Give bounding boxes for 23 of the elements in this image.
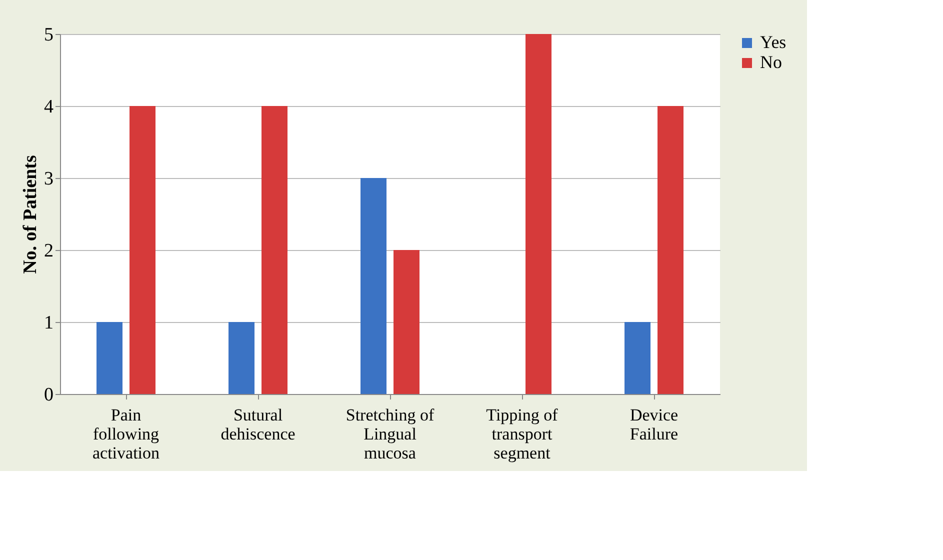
bar	[96, 322, 122, 394]
legend-label: No	[760, 52, 782, 72]
bar	[658, 106, 684, 394]
y-tick-label: 1	[44, 312, 54, 334]
y-tick-label: 5	[44, 24, 54, 46]
x-tick-label: Device Failure	[630, 406, 678, 444]
bar	[228, 322, 254, 394]
x-tick-label: Pain following activation	[92, 406, 160, 462]
y-axis-title: No. of Patients	[20, 155, 41, 274]
y-tick-label: 3	[44, 168, 54, 190]
bar	[394, 250, 420, 394]
legend-label: Yes	[760, 32, 786, 52]
y-tick-label: 0	[44, 384, 54, 406]
bar	[624, 322, 650, 394]
bar	[130, 106, 156, 394]
x-tick-label: Sutural dehiscence	[220, 406, 296, 444]
y-tick-label: 2	[44, 240, 54, 262]
bar	[526, 34, 552, 394]
x-tick-label: Stretching of Lingual mucosa	[346, 406, 434, 462]
x-tick-label: Tipping of transport segment	[486, 406, 558, 462]
bar	[262, 106, 288, 394]
bar	[360, 178, 386, 394]
y-tick-label: 4	[44, 96, 54, 118]
